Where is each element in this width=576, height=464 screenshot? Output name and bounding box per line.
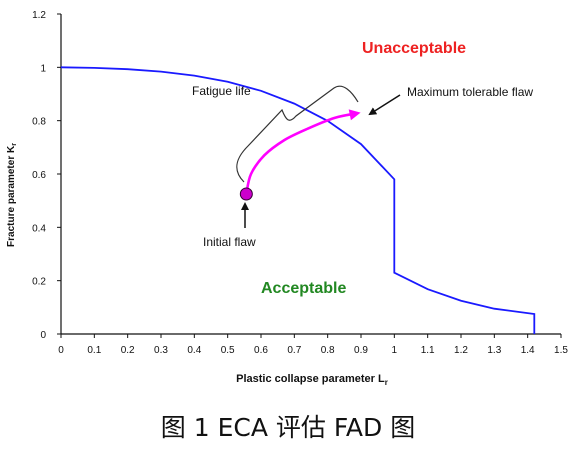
x-tick-label: 0.6 (254, 345, 268, 356)
fatigue-life-brace (236, 85, 359, 183)
chart-ticks: 0 0.1 0.2 0.3 0.4 0.5 0.6 0.7 0.8 0.9 1 1.1 1.2 1.3 1.… (32, 10, 568, 356)
y-axis-label: Fracture parameter Kr (6, 143, 18, 247)
x-tick-label: 0.9 (354, 345, 368, 356)
max-flaw-label: Maximum tolerable flaw (407, 85, 533, 99)
y-tick-label: 0.6 (32, 170, 46, 181)
y-tick-label: 0 (40, 330, 46, 341)
initial-flaw-label: Initial flaw (203, 235, 256, 249)
x-tick-label: 0.7 (287, 345, 301, 356)
x-tick-label: 0.2 (121, 345, 135, 356)
fatigue-life-label: Fatigue life (192, 84, 251, 98)
y-tick-label: 0.4 (32, 223, 46, 234)
x-tick-label: 1.1 (421, 345, 435, 356)
x-tick-label: 0.3 (154, 345, 168, 356)
unacceptable-label: Unacceptable (362, 40, 466, 57)
figure-caption: 图 1 ECA 评估 FAD 图 (160, 413, 416, 442)
y-tick-label: 1 (40, 63, 46, 74)
chart-series (60, 66, 536, 334)
y-tick-label: 0.2 (32, 277, 46, 288)
x-tick-label: 0.8 (321, 345, 335, 356)
chart-annotations: Unacceptable Acceptable Fatigue life Max… (192, 40, 533, 297)
x-axis-label-subscript: r (385, 378, 388, 387)
x-tick-label: 0 (58, 345, 64, 356)
growth-path-arrowhead (348, 109, 361, 121)
x-tick-label: 0.4 (187, 345, 201, 356)
y-tick-label: 1.2 (32, 10, 46, 21)
x-tick-label: 1.4 (521, 345, 535, 356)
x-tick-label: 0.1 (87, 345, 101, 356)
x-tick-label: 1 (392, 345, 398, 356)
acceptable-label: Acceptable (261, 280, 346, 297)
max-flaw-arrow (368, 94, 401, 116)
x-tick-label: 1.2 (454, 345, 468, 356)
x-tick-label: 1.5 (554, 345, 568, 356)
y-tick-label: 0.8 (32, 117, 46, 128)
x-tick-label: 0.5 (221, 345, 235, 356)
x-tick-label: 1.3 (487, 345, 501, 356)
fatigue-crack-growth-path (245, 111, 358, 195)
initial-flaw-point (239, 187, 253, 201)
x-axis-label: Plastic collapse parameter Lr (236, 373, 388, 387)
y-axis-label-subscript: r (11, 143, 18, 146)
